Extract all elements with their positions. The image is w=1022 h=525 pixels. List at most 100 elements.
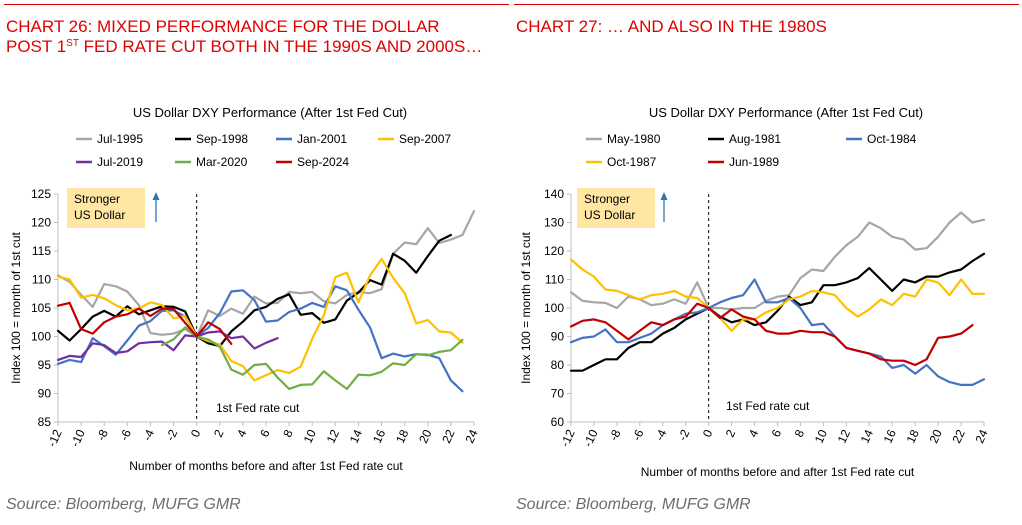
x-tick-label: 6 xyxy=(769,427,785,439)
series-line-sep-2007 xyxy=(56,257,464,382)
series-line-mar-2020 xyxy=(160,326,464,390)
x-tick-label: 4 xyxy=(234,427,250,439)
y-tick-label: 120 xyxy=(544,244,564,258)
legend-label: Oct-1984 xyxy=(867,132,917,146)
y-tick-label: 60 xyxy=(551,415,565,429)
y-tick-label: 125 xyxy=(31,187,51,201)
series-line-jul-1995 xyxy=(56,210,476,338)
x-tick-label: 20 xyxy=(926,427,944,445)
x-tick-label: -8 xyxy=(94,427,111,443)
x-tick-label: -12 xyxy=(45,427,65,449)
x-tick-label: 12 xyxy=(324,427,342,445)
up-arrow-icon xyxy=(660,192,668,200)
y-tick-label: 115 xyxy=(32,244,51,258)
x-tick-label: 0 xyxy=(700,427,716,439)
note-line-2: US Dollar xyxy=(584,208,635,222)
chart-panel-right: CHART 27: … AND ALSO IN THE 1980S US Dol… xyxy=(514,0,1019,525)
first-cut-label: 1st Fed rate cut xyxy=(216,401,300,415)
x-tick-label: -6 xyxy=(117,427,134,443)
legend-label: Sep-1998 xyxy=(196,132,248,146)
x-tick-label: -10 xyxy=(581,427,601,449)
y-axis-label: Index 100 = month of 1st cut xyxy=(519,231,533,383)
note-box xyxy=(577,188,655,228)
x-tick-label: 0 xyxy=(188,427,204,439)
y-tick-label: 90 xyxy=(551,330,565,344)
x-tick-label: -10 xyxy=(68,427,88,449)
note-line-1: Stronger xyxy=(584,192,630,206)
legend-label: Jul-2019 xyxy=(97,155,143,169)
x-tick-label: 2 xyxy=(211,427,227,439)
note-line-2: US Dollar xyxy=(74,208,125,222)
x-tick-label: -4 xyxy=(140,427,157,443)
y-tick-label: 105 xyxy=(31,301,51,315)
legend-label: Mar-2020 xyxy=(196,155,248,169)
x-axis-label: Number of months before and after 1st Fe… xyxy=(641,465,915,479)
x-tick-label: 24 xyxy=(462,427,480,445)
x-tick-label: -6 xyxy=(629,427,646,443)
series-line-sep-2024 xyxy=(56,301,233,345)
legend-label: Oct-1987 xyxy=(607,155,657,169)
x-tick-label: 6 xyxy=(257,427,273,439)
x-tick-label: 24 xyxy=(972,427,990,445)
legend-label: Sep-2024 xyxy=(297,155,349,169)
y-tick-label: 95 xyxy=(38,358,52,372)
x-tick-label: 22 xyxy=(949,427,967,445)
x-tick-label: 18 xyxy=(393,427,411,445)
series-line-jan-2001 xyxy=(56,285,464,393)
x-tick-label: -8 xyxy=(606,427,623,443)
x-tick-label: 10 xyxy=(301,427,319,445)
chart-panel-left: CHART 26: MIXED PERFORMANCE FOR THE DOLL… xyxy=(4,0,509,525)
y-tick-label: 110 xyxy=(545,273,564,287)
y-tick-label: 130 xyxy=(544,216,564,230)
series-line-jun-1989 xyxy=(569,302,974,367)
x-tick-label: -2 xyxy=(675,427,692,443)
line-chart-26: US Dollar DXY Performance (After 1st Fed… xyxy=(9,105,481,473)
series-line-jul-2019 xyxy=(56,330,279,361)
line-chart-27: US Dollar DXY Performance (After 1st Fed… xyxy=(519,105,991,479)
legend-label: May-1980 xyxy=(607,132,661,146)
x-tick-label: 14 xyxy=(347,427,365,445)
y-tick-label: 120 xyxy=(31,216,51,230)
y-axis-label: Index 100 = month of 1st cut xyxy=(9,231,23,383)
y-tick-label: 110 xyxy=(32,273,51,287)
x-tick-label: 8 xyxy=(280,427,296,439)
legend-label: Jun-1989 xyxy=(729,155,779,169)
x-tick-label: 8 xyxy=(792,427,808,439)
x-tick-label: 20 xyxy=(416,427,434,445)
source-note: Source: Bloomberg, MUFG GMR xyxy=(516,496,751,513)
x-tick-label: 18 xyxy=(904,427,922,445)
y-tick-label: 80 xyxy=(551,358,565,372)
x-tick-label: 14 xyxy=(858,427,876,445)
note-line-1: Stronger xyxy=(74,192,120,206)
x-tick-label: -12 xyxy=(558,427,578,449)
legend-label: Aug-1981 xyxy=(729,132,781,146)
x-tick-label: 16 xyxy=(370,427,388,445)
up-arrow-icon xyxy=(152,192,160,200)
x-tick-label: 2 xyxy=(723,427,739,439)
y-tick-label: 100 xyxy=(31,330,51,344)
y-tick-label: 85 xyxy=(38,415,52,429)
note-box xyxy=(67,188,145,228)
x-tick-label: -4 xyxy=(652,427,669,443)
first-cut-label: 1st Fed rate cut xyxy=(726,399,810,413)
x-tick-label: 4 xyxy=(746,427,762,439)
y-tick-label: 90 xyxy=(38,387,52,401)
chart-title: US Dollar DXY Performance (After 1st Fed… xyxy=(649,105,923,120)
x-tick-label: -2 xyxy=(163,427,180,443)
series-line-oct-1987 xyxy=(569,258,986,332)
series-line-aug-1981 xyxy=(569,252,986,372)
top-rule xyxy=(514,4,1019,5)
legend-label: Jul-1995 xyxy=(97,132,143,146)
source-note: Source: Bloomberg, MUFG GMR xyxy=(6,496,241,513)
x-axis-label: Number of months before and after 1st Fe… xyxy=(129,459,403,473)
legend-label: Jan-2001 xyxy=(297,132,347,146)
x-tick-label: 10 xyxy=(812,427,830,445)
chart-heading: CHART 27: … AND ALSO IN THE 1980S xyxy=(516,17,827,36)
x-tick-label: 16 xyxy=(881,427,899,445)
y-tick-label: 100 xyxy=(544,301,564,315)
series-line-sep-1998 xyxy=(56,233,452,348)
series-line-oct-1984 xyxy=(569,278,986,386)
y-tick-label: 140 xyxy=(544,187,564,201)
top-rule xyxy=(4,4,509,5)
legend-label: Sep-2007 xyxy=(399,132,451,146)
